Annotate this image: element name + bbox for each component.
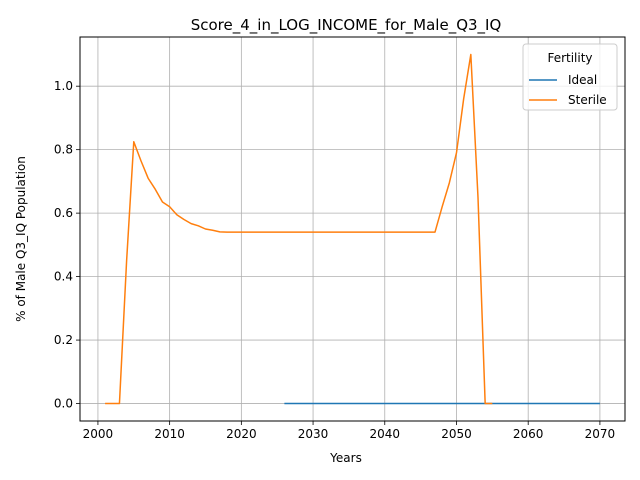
plot-area [79,36,626,422]
x-tick-label: 2050 [441,427,472,441]
y-axis-label: % of Male Q3_IQ Population [14,156,28,322]
x-tick-label: 2070 [585,427,616,441]
y-tick-label: 0.0 [54,397,73,411]
y-tick-label: 0.8 [54,143,73,157]
x-tick-label: 2030 [298,427,329,441]
legend-label-ideal: Ideal [568,73,597,87]
x-tick-label: 2020 [226,427,257,441]
x-tick-label: 2060 [513,427,544,441]
y-tick-label: 1.0 [54,79,73,93]
x-axis-ticks: 2000 2010 2020 2030 2040 2050 2060 2070 [83,421,616,441]
y-tick-label: 0.4 [54,270,73,284]
legend: Fertility Ideal Sterile [522,43,618,111]
x-tick-label: 2040 [369,427,400,441]
x-axis-label: Years [329,451,362,465]
y-tick-label: 0.2 [54,333,73,347]
y-axis-ticks: 0.0 0.2 0.4 0.6 0.8 1.0 [54,79,80,411]
x-tick-label: 2000 [83,427,114,441]
x-tick-label: 2010 [154,427,185,441]
series-line-sterile [105,53,493,405]
y-tick-label: 0.6 [54,206,73,220]
legend-label-sterile: Sterile [568,93,607,107]
legend-title: Fertility [547,51,592,65]
chart-title: Score_4_in_LOG_INCOME_for_Male_Q3_IQ [191,16,502,35]
legend-box [522,43,618,111]
series-lines [105,53,600,405]
